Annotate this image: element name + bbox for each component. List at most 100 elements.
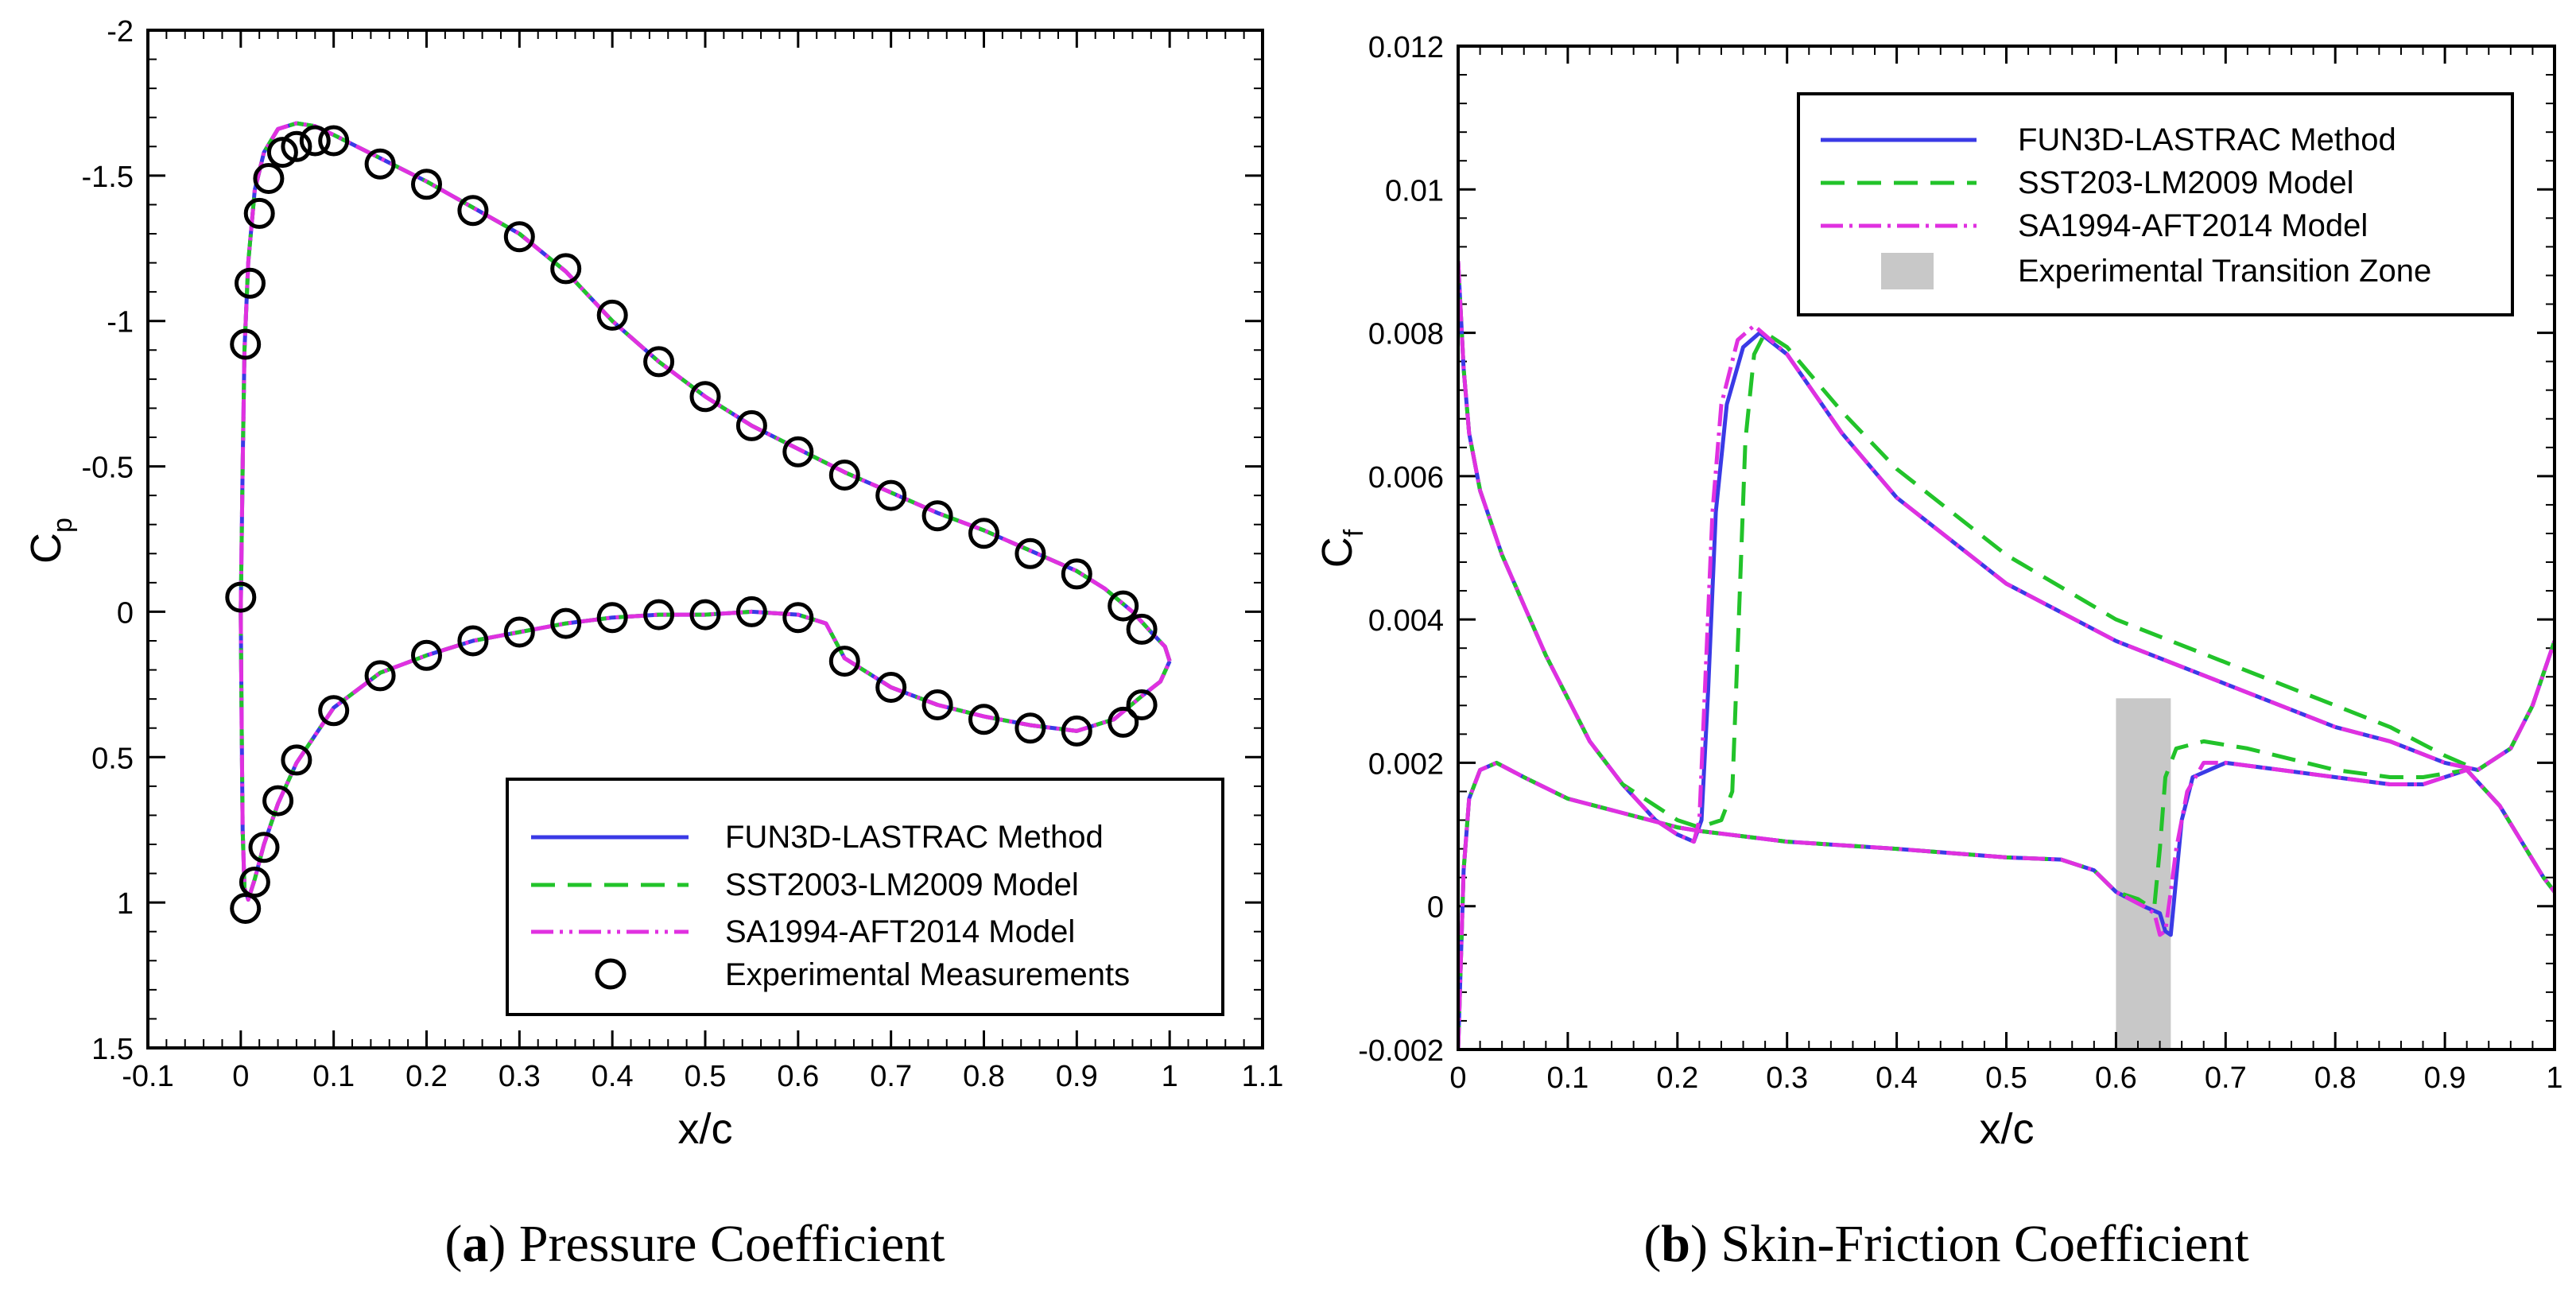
series-line-fun3d-lastrac-method-upper bbox=[239, 121, 1172, 662]
experimental-point bbox=[411, 169, 442, 200]
x-tick-label: 0.7 bbox=[870, 1060, 912, 1093]
x-tick-label: 0.5 bbox=[685, 1060, 727, 1093]
experimental-point bbox=[828, 460, 860, 491]
panel-b-legend: FUN3D-LASTRAC Method SST203-LM2009 Model… bbox=[1797, 92, 2514, 316]
y-tick-label: 0.004 bbox=[1368, 604, 1444, 638]
caption-a: (a) Pressure Coefficient bbox=[444, 1215, 945, 1273]
x-tick-label: 0.4 bbox=[592, 1060, 634, 1093]
y-tick-label: -0.5 bbox=[82, 452, 134, 485]
x-tick-label: 0.3 bbox=[499, 1060, 541, 1093]
experimental-point bbox=[457, 625, 489, 657]
panel-a-x-axis-title: x/c bbox=[677, 1105, 732, 1153]
x-tick-label: 0.6 bbox=[2095, 1061, 2137, 1095]
experimental-point bbox=[689, 381, 721, 413]
y-tick-label: 1.5 bbox=[91, 1033, 134, 1066]
x-tick-label: -0.1 bbox=[122, 1060, 173, 1093]
experimental-point bbox=[266, 137, 298, 169]
series-line-sa1994-aft2014-model-upper bbox=[1458, 261, 2555, 844]
legend-b-sa-label: SA1994-AFT2014 Model bbox=[2018, 208, 2368, 243]
panel-a-legend-box bbox=[506, 778, 1224, 1016]
experimental-point bbox=[1061, 715, 1092, 747]
experimental-point bbox=[318, 695, 350, 727]
x-tick-label: 0.1 bbox=[1546, 1061, 1589, 1095]
y-tick-label: 0.002 bbox=[1368, 747, 1444, 781]
panel-a-y-axis-title: Cp bbox=[22, 518, 78, 564]
panel-a-legend: FUN3D-LASTRAC Method SST2003-LM2009 Mode… bbox=[506, 778, 1224, 1016]
x-tick-label: 0.8 bbox=[963, 1060, 1005, 1093]
experimental-point bbox=[1126, 613, 1158, 645]
experimental-point bbox=[1126, 689, 1158, 720]
x-tick-label: 0.9 bbox=[2424, 1061, 2466, 1095]
experimental-point bbox=[921, 500, 953, 532]
legend-a-sst-label: SST2003-LM2009 Model bbox=[725, 867, 1079, 902]
panel-b-tick-labels: 0 0.1 0.2 0.3 0.4 0.5 0.6 0.7 0.8 0.9 1-0.00200.00… bbox=[1358, 31, 2562, 1095]
y-tick-label: 0.5 bbox=[91, 742, 134, 775]
x-tick-label: 1 bbox=[1162, 1060, 1178, 1093]
legend-a-experiment-marker bbox=[595, 958, 627, 990]
x-tick-label: 0.2 bbox=[1656, 1061, 1698, 1095]
experimental-point bbox=[921, 689, 953, 720]
x-tick-label: 0.7 bbox=[2205, 1061, 2247, 1095]
series-line-sa1994-aft2014-model-lower bbox=[239, 609, 1172, 902]
experimental-point bbox=[230, 893, 262, 924]
legend-a-experiment-label: Experimental Measurements bbox=[725, 957, 1130, 992]
panel-b-transition-zone-layer bbox=[2116, 698, 2171, 1050]
panel-b-y-axis-title: Cf bbox=[1313, 529, 1369, 568]
experimental-point bbox=[735, 596, 767, 627]
x-tick-label: 1.1 bbox=[1242, 1060, 1284, 1093]
x-tick-label: 1 bbox=[2546, 1061, 2562, 1095]
x-tick-label: 0.6 bbox=[777, 1060, 819, 1093]
experimental-point bbox=[782, 436, 814, 468]
experimental-point bbox=[828, 646, 860, 677]
experimental-point bbox=[299, 125, 331, 157]
y-tick-label: 0.01 bbox=[1385, 174, 1444, 208]
experimental-point bbox=[318, 125, 350, 157]
experimental-point bbox=[1014, 712, 1046, 744]
x-tick-label: 0.5 bbox=[1985, 1061, 2027, 1095]
experimental-point bbox=[968, 518, 999, 549]
experimental-point bbox=[596, 299, 628, 331]
experimental-point bbox=[782, 602, 814, 634]
experimental-point bbox=[875, 672, 907, 703]
experimental-point bbox=[253, 163, 285, 194]
y-tick-label: 1 bbox=[117, 887, 134, 921]
panel-b-plot-frame bbox=[1457, 45, 2556, 1051]
experimental-point bbox=[596, 602, 628, 634]
experimental-point bbox=[1014, 537, 1046, 569]
y-tick-label: 0.008 bbox=[1368, 318, 1444, 351]
panel-a-pressure-coefficient: -0.1 0 0.1 0.2 0.3 0.4 0.5 0.6 0.7 0.8 0.9 1 1.1 -2 -1… bbox=[22, 15, 1283, 1153]
y-tick-label: 0 bbox=[117, 596, 134, 630]
caption-b: (b) Skin-Friction Coefficient bbox=[1643, 1215, 2248, 1273]
legend-a-fun3d-label: FUN3D-LASTRAC Method bbox=[725, 820, 1104, 855]
experimental-point bbox=[230, 328, 262, 360]
panel-b-skin-friction-coefficient: 0 0.1 0.2 0.3 0.4 0.5 0.6 0.7 0.8 0.9 1-0.00200.00… bbox=[1313, 31, 2563, 1153]
y-tick-label: -1 bbox=[107, 306, 134, 339]
x-tick-label: 0 bbox=[232, 1060, 249, 1093]
x-tick-label: 0 bbox=[1449, 1061, 1466, 1095]
y-tick-label: 0.012 bbox=[1368, 31, 1444, 64]
legend-b-fun3d-label: FUN3D-LASTRAC Method bbox=[2018, 122, 2396, 157]
experimental-point bbox=[364, 660, 396, 692]
panel-a-series bbox=[239, 121, 1172, 902]
experimental-point bbox=[503, 616, 535, 648]
panel-a-tick-labels: -0.1 0 0.1 0.2 0.3 0.4 0.5 0.6 0.7 0.8 0.9 1 1.1 -2 -1… bbox=[82, 15, 1284, 1093]
x-tick-label: 0.2 bbox=[405, 1060, 448, 1093]
experimental-point bbox=[550, 607, 582, 639]
x-tick-label: 0.8 bbox=[2314, 1061, 2357, 1095]
experimental-point bbox=[239, 867, 270, 898]
legend-b-transition-zone-label: Experimental Transition Zone bbox=[2018, 254, 2431, 289]
experimental-point bbox=[643, 599, 675, 630]
y-tick-label: -1.5 bbox=[82, 161, 134, 194]
x-tick-label: 0.9 bbox=[1056, 1060, 1098, 1093]
transition-zone-band bbox=[2116, 698, 2171, 1050]
panel-a-plot-frame bbox=[146, 29, 1264, 1050]
series-line-sa1994-aft2014-model-lower bbox=[1458, 760, 2555, 1050]
x-tick-label: 0.3 bbox=[1766, 1061, 1808, 1095]
experimental-point bbox=[225, 581, 257, 613]
experimental-point bbox=[643, 346, 675, 378]
experimental-point bbox=[968, 704, 999, 735]
experimental-point bbox=[262, 785, 294, 817]
y-tick-label: -2 bbox=[107, 15, 134, 48]
x-tick-label: 0.1 bbox=[312, 1060, 355, 1093]
series-line-fun3d-lastrac-method-lower bbox=[1458, 760, 2555, 1050]
